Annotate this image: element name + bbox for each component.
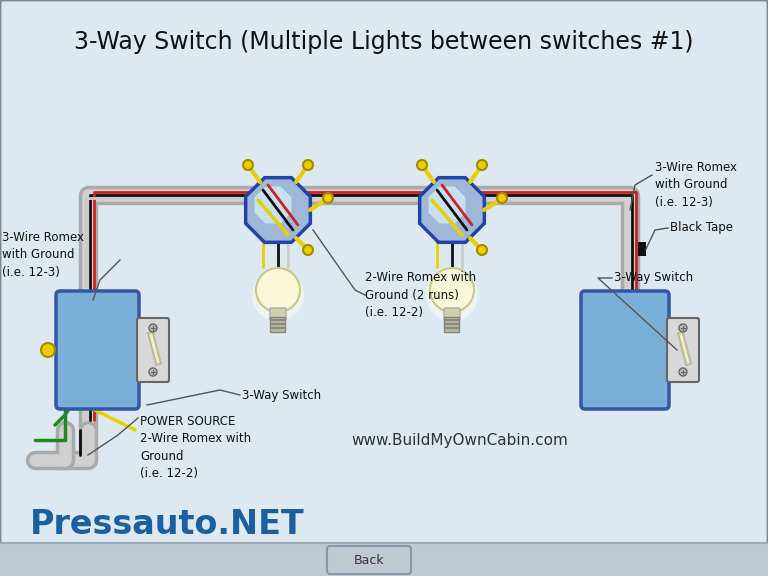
Circle shape — [430, 268, 474, 312]
Text: POWER SOURCE
2-Wire Romex with
Ground
(i.e. 12-2): POWER SOURCE 2-Wire Romex with Ground (i… — [140, 415, 251, 480]
Text: 2-Wire Romex with
Ground (2 runs)
(i.e. 12-2): 2-Wire Romex with Ground (2 runs) (i.e. … — [365, 271, 476, 319]
Polygon shape — [254, 187, 292, 223]
Circle shape — [149, 324, 157, 332]
Circle shape — [323, 193, 333, 203]
Circle shape — [149, 368, 157, 376]
Text: 3-Wire Romex
with Ground
(i.e. 12-3): 3-Wire Romex with Ground (i.e. 12-3) — [2, 231, 84, 279]
FancyBboxPatch shape — [444, 308, 460, 320]
Text: www.BuildMyOwnCabin.com: www.BuildMyOwnCabin.com — [352, 433, 568, 448]
Bar — [0, 543, 768, 576]
FancyBboxPatch shape — [581, 291, 669, 409]
Text: 3-Way Switch: 3-Way Switch — [614, 271, 694, 285]
Polygon shape — [246, 177, 310, 242]
Circle shape — [41, 343, 55, 357]
Text: Pressauto.NET: Pressauto.NET — [30, 509, 305, 541]
Circle shape — [417, 160, 427, 170]
FancyBboxPatch shape — [270, 308, 286, 320]
Circle shape — [303, 160, 313, 170]
Circle shape — [679, 324, 687, 332]
Text: Black Tape: Black Tape — [670, 222, 733, 234]
Circle shape — [497, 193, 507, 203]
Circle shape — [256, 268, 300, 312]
Text: Back: Back — [354, 554, 384, 567]
Circle shape — [679, 368, 687, 376]
FancyBboxPatch shape — [270, 317, 286, 332]
FancyBboxPatch shape — [137, 318, 169, 382]
FancyBboxPatch shape — [56, 291, 139, 409]
Circle shape — [426, 269, 478, 321]
Text: 3-Way Switch (Multiple Lights between switches #1): 3-Way Switch (Multiple Lights between sw… — [74, 30, 694, 54]
Circle shape — [477, 160, 487, 170]
Circle shape — [303, 245, 313, 255]
Text: 3-Way Switch: 3-Way Switch — [242, 388, 321, 401]
Circle shape — [252, 269, 304, 321]
Circle shape — [243, 160, 253, 170]
Polygon shape — [429, 187, 465, 223]
Polygon shape — [419, 177, 485, 242]
Text: 3-Wire Romex
with Ground
(i.e. 12-3): 3-Wire Romex with Ground (i.e. 12-3) — [655, 161, 737, 209]
FancyBboxPatch shape — [445, 317, 459, 332]
Circle shape — [477, 245, 487, 255]
Bar — [638, 242, 646, 256]
FancyBboxPatch shape — [667, 318, 699, 382]
FancyBboxPatch shape — [327, 546, 411, 574]
